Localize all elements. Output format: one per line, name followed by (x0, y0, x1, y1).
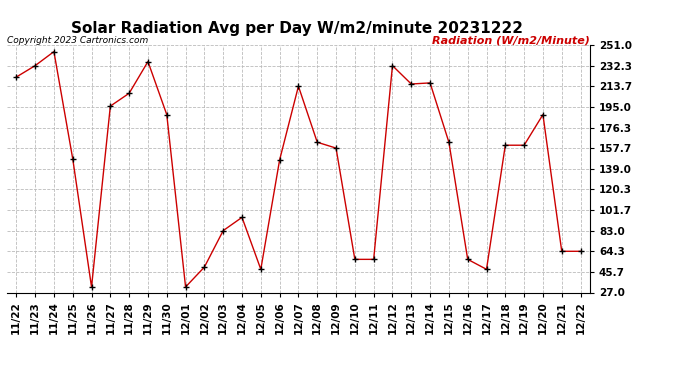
Text: Solar Radiation Avg per Day W/m2/minute 20231222: Solar Radiation Avg per Day W/m2/minute … (70, 21, 523, 36)
Text: Radiation (W/m2/Minute): Radiation (W/m2/Minute) (432, 36, 590, 46)
Text: Copyright 2023 Cartronics.com: Copyright 2023 Cartronics.com (7, 36, 148, 45)
